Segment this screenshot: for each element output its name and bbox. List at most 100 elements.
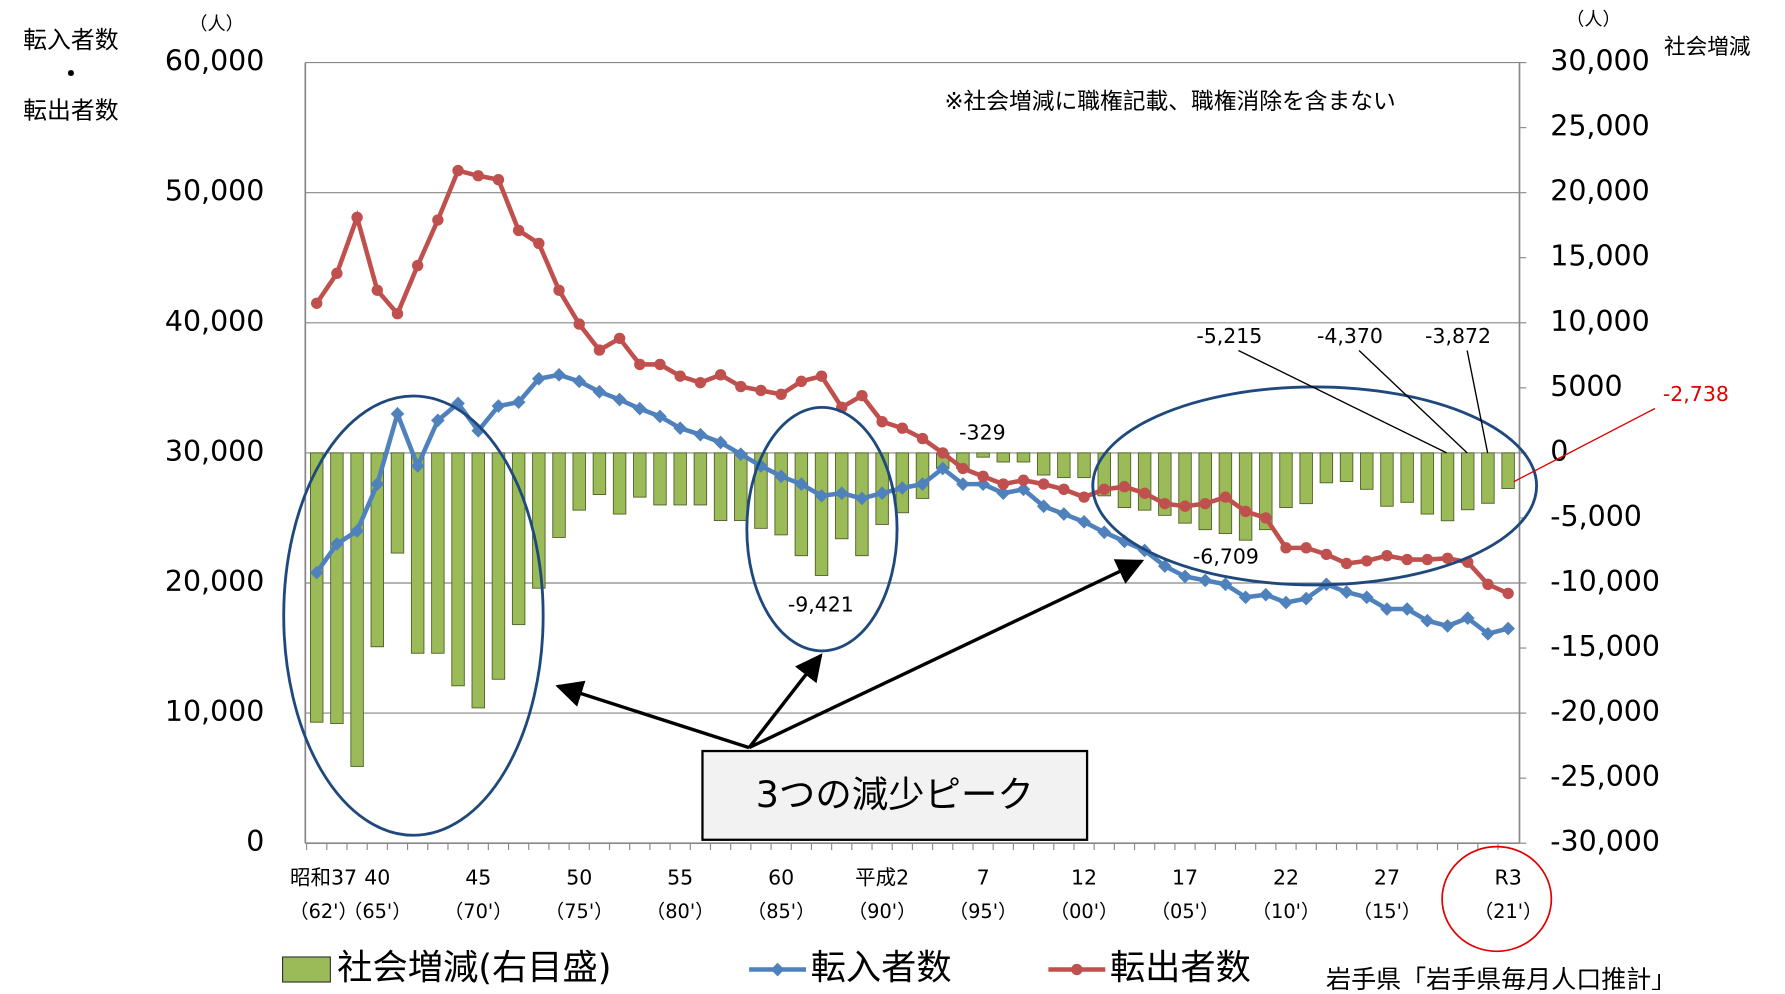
marker [1460,611,1475,625]
y2-tick-label: 25,000 [1550,110,1650,143]
callout-box [701,749,1089,841]
x-tick-sublabel: （00'） [1050,900,1119,923]
marker [1258,587,1273,602]
bar [1461,452,1475,511]
marker [1381,549,1393,562]
marker [956,477,970,491]
marker [1219,491,1232,503]
marker [1340,557,1353,570]
data-label: -2,738 [1663,382,1729,406]
bar [1137,452,1152,511]
marker [1279,595,1293,610]
y2-tick-label: -30,000 [1550,825,1660,858]
data-label: -6,709 [1193,545,1259,569]
annotation: ※社会増減に職権記載、職権消除を含まない [944,89,1395,115]
x-tick-sublabel: （65'） [343,900,412,923]
marker [431,413,445,428]
y2-tick-label: 30,000 [1550,45,1650,78]
marker [775,388,787,401]
y-tick-label: 30,000 [165,435,265,468]
bar [612,452,627,515]
marker [1238,590,1253,605]
x-tick-label: R3 [1494,865,1521,889]
marker [1178,569,1192,584]
marker [1159,497,1171,510]
leader-line [1513,407,1656,483]
x-tick-sublabel: （05'） [1151,900,1220,923]
marker [411,259,424,272]
x-tick-label: 平成2 [855,865,909,889]
y2-unit: （人） [1566,9,1621,30]
marker [573,318,585,330]
marker [1339,585,1354,599]
marker [1280,542,1292,554]
marker [592,384,607,399]
bar [693,452,708,506]
marker [654,358,666,371]
bar [1319,452,1334,484]
leader-line [1358,349,1468,454]
data-label: -5,215 [1196,324,1262,348]
y2-tick-label: 5000 [1550,370,1622,403]
bar [774,452,788,536]
bar [1198,452,1212,531]
bar [814,452,829,576]
marker [694,376,707,389]
marker [814,489,829,503]
arrows [555,559,1145,750]
x-tick-label: 17 [1172,865,1198,889]
y2-tick-label: 20,000 [1550,175,1650,208]
decorations [282,385,1553,953]
y-tick-label: 40,000 [165,305,265,338]
marker [1441,552,1454,564]
peak-ellipse [745,405,899,653]
marker [1037,478,1050,490]
marker [997,478,1009,490]
y2-tick-label: -15,000 [1550,630,1660,663]
x-tick-label: 12 [1071,865,1097,889]
marker [856,389,868,402]
bar [1440,452,1455,522]
y2-tick-label: 10,000 [1550,305,1650,338]
bar [451,452,465,687]
marker [996,486,1011,501]
data-label: -4,370 [1317,324,1383,348]
x-tick-label: 40 [364,865,390,889]
y2-tick-label: -10,000 [1550,565,1660,598]
bar [976,452,990,458]
marker [612,392,627,407]
peak-ellipse [282,394,545,837]
marker [613,332,626,345]
bar [572,452,586,511]
marker [1058,483,1070,496]
x-tick-label: 22 [1273,865,1299,889]
y-unit: （人） [189,14,244,35]
x-tick-sublabel: （62'） [289,900,358,923]
marker [632,401,647,416]
bar [592,452,607,495]
bar [633,452,647,498]
bar [491,452,506,680]
marker [512,224,525,237]
x-tick-label: 60 [768,865,794,889]
marker [311,297,323,309]
marker [735,380,747,393]
marker [957,462,969,475]
x-tick-label: 45 [465,865,491,889]
marker [1198,573,1213,588]
bar [1420,452,1435,515]
y2-tick-label: -20,000 [1550,695,1660,728]
marker [1400,602,1414,616]
data-label: -9,421 [788,592,854,616]
legend: 社会増減(右目盛) 転入者数 転出者数 [282,948,1251,989]
bar [1117,452,1132,508]
marker [370,477,385,491]
bar [1279,452,1293,508]
bar [754,452,768,529]
x-tick-label: 昭和37 [290,865,357,889]
legend-label: 社会増減(右目盛) [337,948,611,989]
marker [693,427,708,442]
marker [593,344,606,356]
bar [1178,452,1192,524]
